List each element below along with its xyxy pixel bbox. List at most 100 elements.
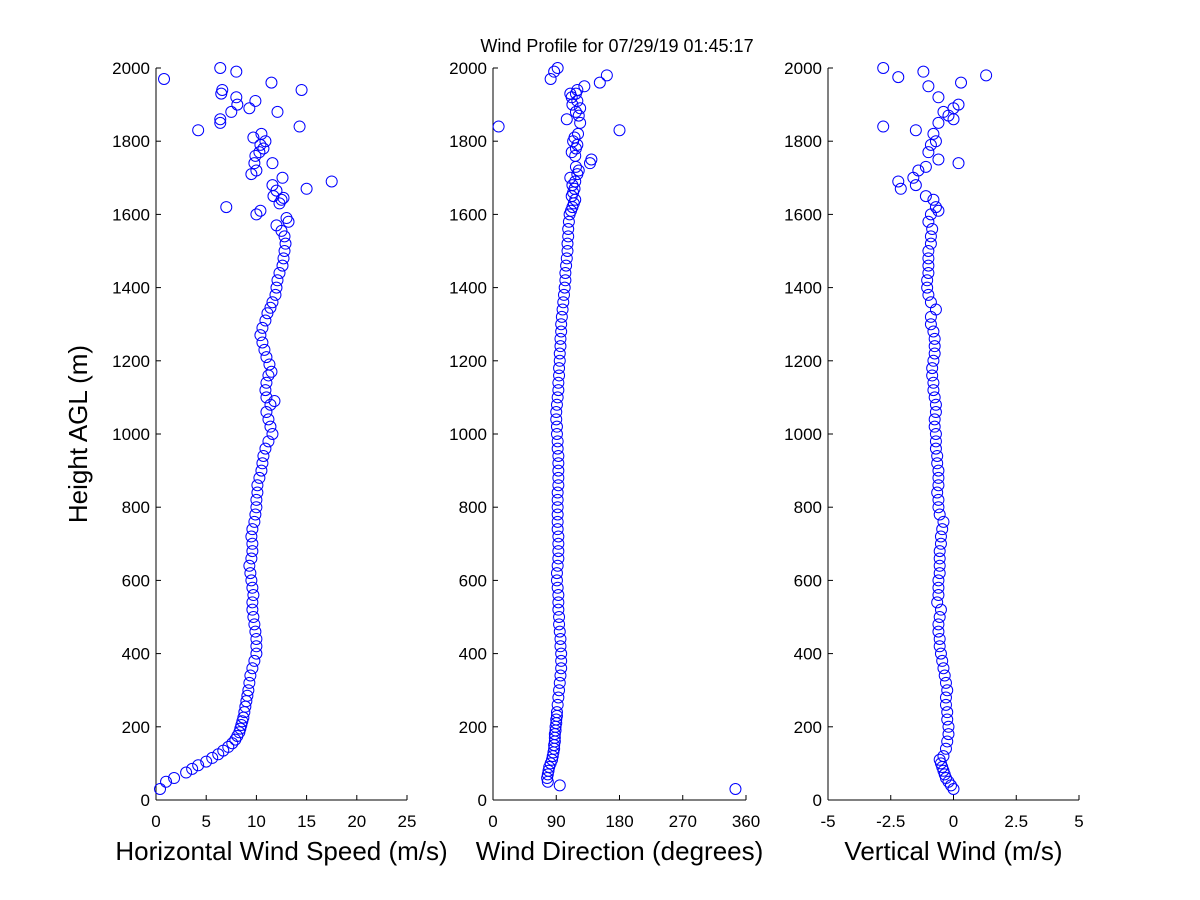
horizontal-speed-y-axis-title: Height AGL (m) <box>63 345 93 523</box>
horizontal-speed-data-point <box>260 351 273 364</box>
horizontal-speed-data-point <box>260 406 273 419</box>
horizontal-speed-data-point <box>248 654 261 667</box>
vertical-wind-data-point <box>933 753 946 766</box>
vertical-wind-data-point <box>929 428 942 440</box>
horizontal-speed-data-point <box>325 175 338 188</box>
vertical-wind-data-point <box>924 237 937 250</box>
vertical-wind-data-point <box>922 146 935 159</box>
horizontal-speed-data-point <box>259 442 272 455</box>
vertical-wind-y-tick-label: 0 <box>813 791 822 810</box>
horizontal-speed-data-point <box>245 530 258 543</box>
vertical-wind-data-point <box>937 750 950 763</box>
vertical-wind-data-point <box>924 310 937 323</box>
direction-data-point <box>560 252 573 265</box>
direction-data-point <box>552 691 565 704</box>
vertical-wind-data-point <box>934 530 947 543</box>
direction-y-tick-label: 0 <box>478 791 487 810</box>
horizontal-speed-y-tick-label: 400 <box>122 645 150 664</box>
direction-data-point <box>556 303 569 316</box>
direction-data-point <box>550 413 563 426</box>
horizontal-speed-data-point <box>235 718 248 731</box>
direction-data-point <box>552 464 565 477</box>
horizontal-speed-y-tick-label: 1800 <box>112 132 150 151</box>
direction-data-point <box>550 574 563 587</box>
horizontal-speed-data-point <box>230 65 243 78</box>
vertical-wind-data-point <box>941 713 954 726</box>
direction-data-point <box>551 698 564 711</box>
vertical-wind-data-point <box>924 296 937 309</box>
vertical-wind-data-point <box>932 625 945 638</box>
horizontal-speed-data-point <box>264 398 277 411</box>
horizontal-speed-data-point <box>222 740 235 753</box>
horizontal-speed-data-point <box>225 105 238 118</box>
direction-data-point <box>550 406 563 419</box>
horizontal-speed-data-point <box>206 751 219 764</box>
vertical-wind-data-point <box>942 720 955 733</box>
horizontal-speed-data-point <box>276 259 289 272</box>
direction-data-point <box>559 266 572 279</box>
direction-data-point <box>550 428 563 440</box>
direction-data-point <box>560 113 573 126</box>
direction-data-point <box>552 603 565 616</box>
vertical-wind-data-point <box>924 230 937 243</box>
direction-x-tick-label: 0 <box>488 812 497 831</box>
direction-data-point <box>569 175 582 188</box>
vertical-wind-data-point <box>934 647 947 660</box>
horizontal-speed-data-point <box>269 288 282 301</box>
vertical-wind-y-tick-label: 800 <box>794 498 822 517</box>
vertical-wind-data-point <box>922 252 935 265</box>
horizontal-speed-data-point <box>216 83 229 96</box>
vertical-wind-data-point <box>909 124 922 137</box>
vertical-wind-data-point <box>928 391 941 404</box>
vertical-wind-data-point <box>921 281 934 294</box>
direction-y-tick-label: 200 <box>459 718 487 737</box>
horizontal-speed-data-point <box>271 274 284 287</box>
vertical-wind-data-point <box>928 420 941 433</box>
direction-data-point <box>552 479 565 492</box>
vertical-wind-data-point <box>926 362 939 375</box>
vertical-wind-data-point <box>942 775 955 788</box>
vertical-wind-data-point <box>933 640 946 653</box>
vertical-wind-y-tick-label: 400 <box>794 645 822 664</box>
horizontal-speed-data-point <box>154 783 167 796</box>
vertical-wind-data-point <box>922 288 935 301</box>
horizontal-speed-data-point <box>244 669 257 682</box>
direction-data-point <box>578 80 591 93</box>
horizontal-speed-data-point <box>246 537 259 550</box>
vertical-wind-data-point <box>929 201 942 214</box>
horizontal-speed-data-point <box>259 384 272 397</box>
direction-y-tick-label: 2000 <box>449 59 487 78</box>
direction-data-point <box>551 523 564 536</box>
horizontal-speed-data-point <box>200 755 213 768</box>
vertical-wind-data-point <box>932 91 945 104</box>
direction-data-point <box>552 545 565 558</box>
direction-data-point <box>554 669 567 682</box>
direction-data-point <box>553 625 566 638</box>
vertical-wind-data-point <box>922 215 935 228</box>
vertical-wind-data-point <box>926 223 939 236</box>
horizontal-speed-data-point <box>295 83 308 96</box>
direction-data-point <box>555 318 568 331</box>
direction-data-point <box>561 237 574 250</box>
direction-data-point <box>551 581 564 594</box>
vertical-wind-data-point <box>980 69 993 82</box>
direction-data-point <box>551 493 564 506</box>
horizontal-speed-data-point <box>262 413 275 426</box>
horizontal-speed-data-point <box>262 435 275 448</box>
horizontal-speed-data-point <box>255 127 268 140</box>
vertical-wind-x-tick-label: 0 <box>949 812 958 831</box>
vertical-wind-data-point <box>932 589 945 602</box>
vertical-wind-panel: 0 200 400 600 800 1000 1200 1400 1600 1800 2000 -5 -… <box>784 59 1084 866</box>
vertical-wind-data-point <box>933 559 946 572</box>
vertical-wind-data-point <box>932 501 945 514</box>
direction-data-point <box>541 768 554 781</box>
horizontal-speed-data-point <box>265 76 278 89</box>
direction-data-point <box>562 223 575 236</box>
vertical-wind-data-point <box>939 742 952 755</box>
direction-data-point <box>552 596 565 609</box>
vertical-wind-data-point <box>929 435 942 448</box>
vertical-wind-data-point <box>907 171 920 184</box>
horizontal-speed-data-point <box>266 179 279 192</box>
direction-data-point <box>555 647 568 660</box>
horizontal-speed-data-point <box>258 343 271 356</box>
